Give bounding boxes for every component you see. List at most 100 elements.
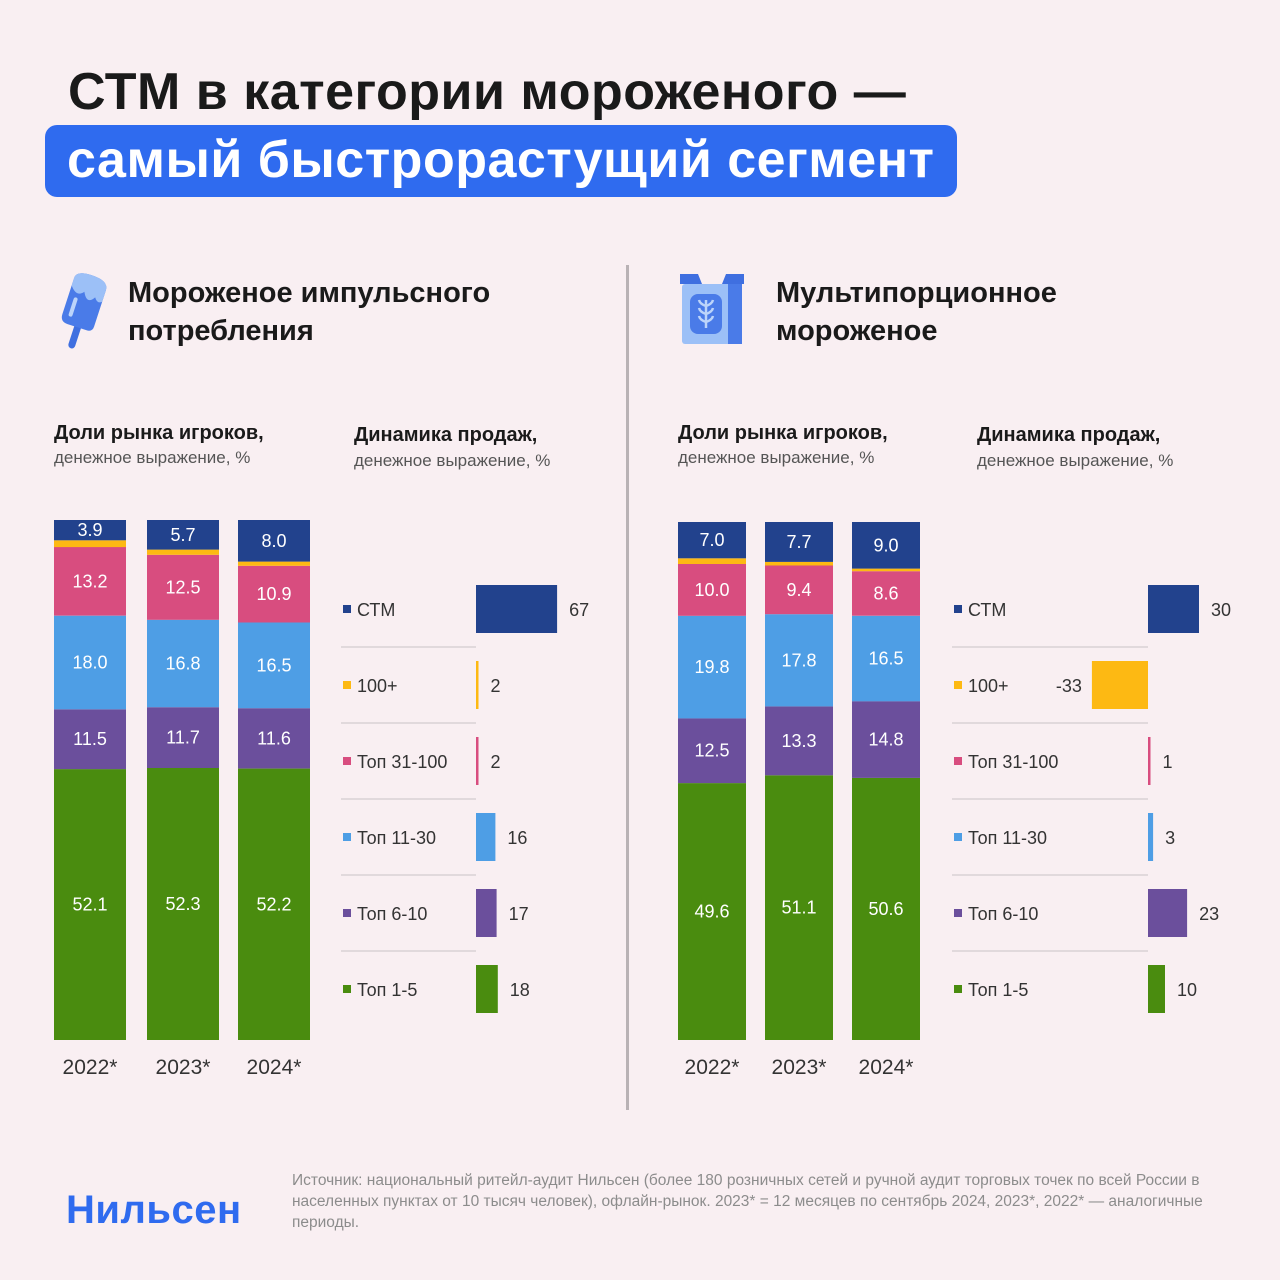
left-label-top-6-10-0: 11.5 [73,729,107,749]
right-label-stm-0: 7.0 [699,530,724,550]
right-label-top-6-10-1: 13.3 [781,731,816,751]
left-legend-swatch-top-31-100 [343,757,351,765]
left-label-stm-1: 5.7 [170,525,195,545]
left-dyn-value-top-11-30: 16 [507,828,527,848]
right-legend-label-top-31-100: Топ 31-100 [968,752,1058,772]
right-label-stm-1: 7.7 [786,532,811,552]
left-bar-p100-2 [238,561,310,566]
popsicle-icon [61,273,107,349]
left-bar-top-6-10-1 [147,707,219,768]
right-label-top-11-30-0: 19.8 [694,657,729,677]
page-title-line1: СТМ в категории мороженого — [68,63,907,121]
right-bar-top-6-10-0 [678,718,746,784]
left-dyn-title: Динамика продаж, [354,424,538,446]
left-label-top-6-10-1: 11.7 [166,728,200,748]
left-label-top-6-10-2: 11.6 [257,728,291,748]
right-bar-top-31-100-2 [852,571,920,616]
nielsen-logo: Нильсен [66,1188,242,1232]
right-dyn-value-top-11-30: 3 [1165,828,1175,848]
right-legend-swatch-top-1-5 [954,985,962,993]
right-legend-label-p100: 100+ [968,676,1009,696]
left-dyn-bar-top-6-10 [476,889,497,937]
section-divider [626,265,629,1110]
left-dyn-value-top-1-5: 18 [510,980,530,1000]
left-bar-p100-1 [147,549,219,555]
left-dyn-value-top-6-10: 17 [509,904,529,924]
right-bar-top-31-100-0 [678,564,746,616]
left-year-2: 2024* [247,1056,302,1079]
left-dyn-bar-top-1-5 [476,965,498,1013]
right-label-top-11-30-2: 16.5 [868,649,903,669]
left-bar-top-31-100-1 [147,554,219,620]
left-label-top-1-5-0: 52.1 [72,895,107,915]
right-bar-top-1-5-1 [765,775,833,1040]
left-legend-swatch-stm [343,605,351,613]
left-share-title: Доли рынка игроков, [54,422,264,444]
ice-cream-box-icon [680,274,744,344]
right-label-top-31-100-0: 10.0 [694,580,729,600]
left-legend-swatch-p100 [343,681,351,689]
left-dyn-value-p100: 2 [491,676,501,696]
right-legend-swatch-top-11-30 [954,833,962,841]
right-label-top-31-100-2: 8.6 [873,584,898,604]
left-bar-top-1-5-2 [238,768,310,1040]
left-label-top-31-100-1: 12.5 [165,577,200,597]
right-section-title: Мультипорционное мороженое [776,277,1057,347]
left-label-stm-0: 3.9 [77,520,102,540]
right-bar-stm-1 [765,522,833,562]
left-legend-swatch-top-1-5 [343,985,351,993]
left-label-top-11-30-2: 16.5 [256,655,291,675]
left-bar-top-11-30-1 [147,619,219,708]
right-label-top-6-10-0: 12.5 [694,741,729,761]
left-dyn-bar-p100 [476,661,479,709]
right-share-title: Доли рынка игроков, [678,422,888,444]
right-bar-p100-0 [678,558,746,564]
left-legend-label-top-31-100: Топ 31-100 [357,752,447,772]
right-dyn-bar-stm [1148,585,1199,633]
left-label-top-11-30-0: 18.0 [72,653,107,673]
right-year-0: 2022* [685,1056,740,1079]
right-label-top-11-30-1: 17.8 [781,650,816,670]
left-bar-stm-2 [238,520,310,562]
right-legend-swatch-top-31-100 [954,757,962,765]
left-bar-top-31-100-0 [54,547,126,616]
right-dyn-bar-top-11-30 [1148,813,1154,861]
right-bar-top-1-5-2 [852,777,920,1040]
right-bar-p100-1 [765,561,833,566]
right-legend-swatch-p100 [954,681,962,689]
left-bar-top-6-10-0 [54,709,126,770]
right-legend-label-top-11-30: Топ 11-30 [968,828,1047,848]
right-legend-label-stm: СТМ [968,600,1006,620]
left-bar-top-31-100-2 [238,565,310,623]
right-label-top-1-5-0: 49.6 [694,902,729,922]
left-legend-label-p100: 100+ [357,676,398,696]
right-bar-top-31-100-1 [765,565,833,615]
right-dyn-bar-top-31-100 [1148,737,1151,785]
right-label-stm-2: 9.0 [873,535,898,555]
left-bar-top-1-5-0 [54,769,126,1040]
left-bar-stm-0 [54,520,126,541]
left-legend-label-top-11-30: Топ 11-30 [357,828,436,848]
right-dyn-bar-top-1-5 [1148,965,1165,1013]
left-label-top-31-100-2: 10.9 [256,584,291,604]
left-legend-swatch-top-11-30 [343,833,351,841]
right-dyn-bar-p100 [1091,661,1148,709]
left-legend-label-top-6-10: Топ 6-10 [357,904,427,924]
right-bar-top-11-30-0 [678,615,746,719]
left-bar-top-11-30-2 [238,622,310,709]
left-year-0: 2022* [63,1056,118,1079]
right-legend-label-top-1-5: Топ 1-5 [968,980,1028,1000]
left-label-top-1-5-2: 52.2 [256,894,291,914]
right-label-top-1-5-2: 50.6 [868,899,903,919]
right-legend-label-top-6-10: Топ 6-10 [968,904,1038,924]
left-legend-label-stm: СТМ [357,600,395,620]
left-dyn-note: денежное выражение, % [354,451,551,470]
right-dyn-bar-top-6-10 [1148,889,1188,937]
right-bar-stm-0 [678,522,746,559]
right-bar-top-1-5-0 [678,783,746,1040]
right-dyn-value-stm: 30 [1211,600,1231,620]
left-label-top-1-5-1: 52.3 [165,894,200,914]
right-share-note: денежное выражение, % [678,448,875,467]
left-bar-top-11-30-0 [54,615,126,710]
